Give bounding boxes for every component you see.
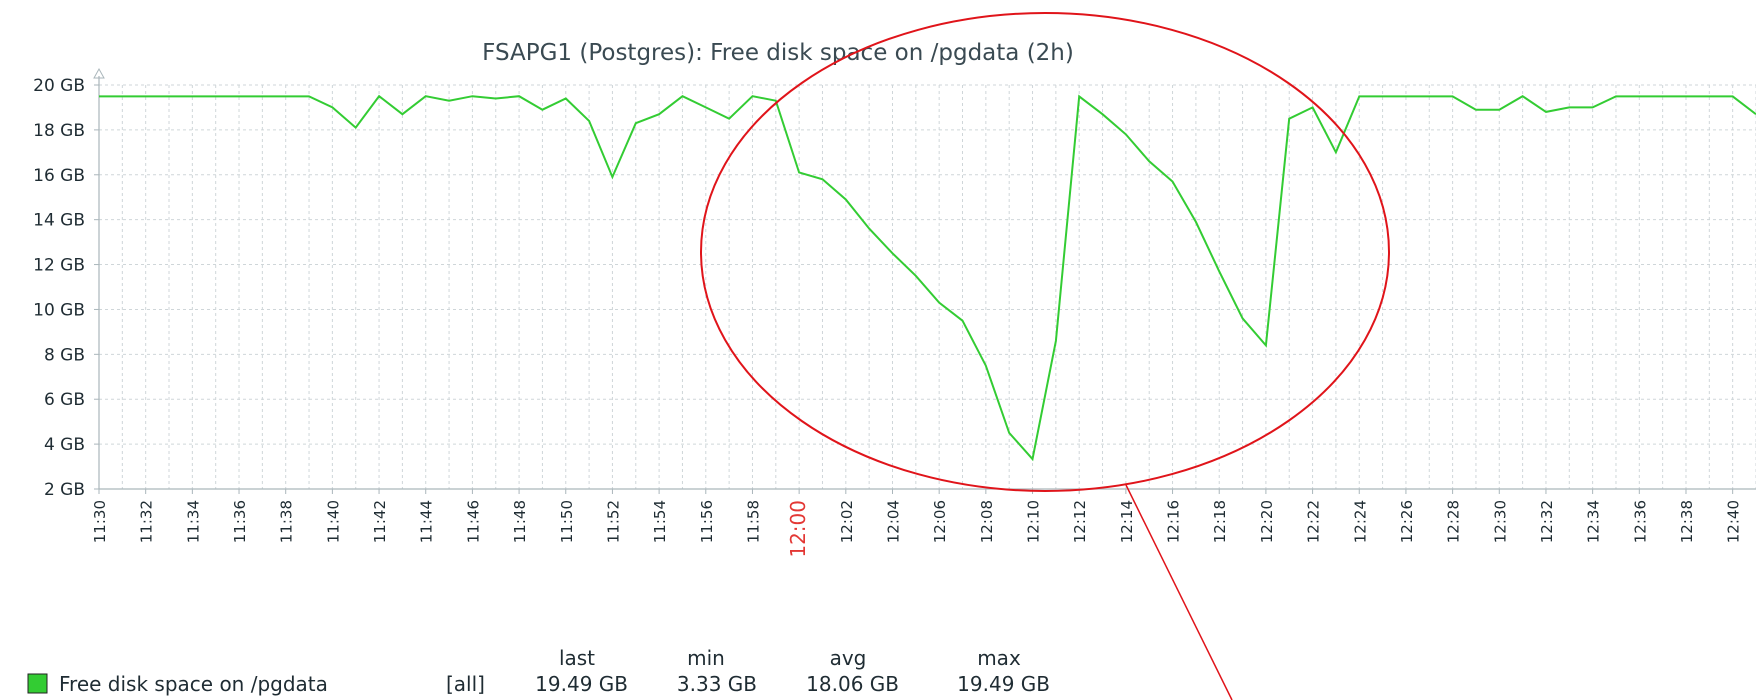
annotation-ellipse	[700, 12, 1390, 492]
x-tick-label: 12:14	[1118, 500, 1136, 543]
x-tick-label: 12:04	[884, 500, 902, 543]
legend-label: Free disk space on /pgdata	[59, 672, 328, 696]
x-tick-label: 12:32	[1538, 500, 1556, 543]
legend-stat: 19.49 GB	[535, 672, 628, 696]
x-tick-label: 11:48	[511, 500, 529, 543]
annotation-arrow	[1125, 484, 1233, 700]
x-tick-label: 11:56	[698, 500, 716, 543]
legend-stat: 3.33 GB	[677, 672, 757, 696]
y-tick-label: 2 GB	[44, 480, 85, 500]
x-tick-label: 12:40	[1725, 500, 1743, 543]
y-tick-label: 12 GB	[33, 256, 85, 276]
legend-header: last	[559, 646, 595, 670]
legend-stat: 18.06 GB	[806, 672, 899, 696]
x-tick-label: 11:52	[604, 500, 622, 543]
x-tick-label: 12:16	[1165, 500, 1183, 543]
x-tick-label: 11:46	[464, 500, 482, 543]
x-tick-label: 12:28	[1445, 500, 1463, 543]
x-tick-label: 11:54	[651, 500, 669, 543]
y-tick-label: 6 GB	[44, 390, 85, 410]
legend-swatch	[27, 673, 48, 694]
series-line	[99, 94, 1756, 462]
x-tick-label: 11:58	[744, 500, 762, 543]
x-tick-label: 11:36	[231, 500, 249, 543]
x-tick-label: 12:22	[1305, 500, 1323, 543]
y-tick-label: 10 GB	[33, 300, 85, 320]
x-tick-label: 12:00	[786, 500, 810, 558]
x-tick-label: 12:06	[931, 500, 949, 543]
x-tick-label: 11:38	[278, 500, 296, 543]
x-tick-label: 11:34	[184, 500, 202, 543]
legend-header: avg	[830, 646, 867, 670]
x-tick-label: 12:36	[1631, 500, 1649, 543]
x-tick-label: 12:10	[1025, 500, 1043, 543]
grid	[94, 84, 1756, 494]
x-tick-label: 12:30	[1491, 500, 1509, 543]
chart-title: FSAPG1 (Postgres): Free disk space on /p…	[482, 40, 1074, 66]
legend-stat: 19.49 GB	[957, 672, 1050, 696]
x-tick-label: 12:38	[1678, 500, 1696, 543]
y-tick-label: 4 GB	[44, 435, 85, 455]
x-tick-label: 11:42	[371, 500, 389, 543]
x-tick-label: 12:24	[1351, 500, 1369, 543]
legend-header: max	[977, 646, 1021, 670]
y-tick-label: 20 GB	[33, 76, 85, 96]
y-tick-label: 14 GB	[33, 211, 85, 231]
x-tick-label: 11:50	[558, 500, 576, 543]
x-tick-label: 12:02	[838, 500, 856, 543]
x-tick-label: 12:34	[1585, 500, 1603, 543]
x-tick-label: 11:44	[418, 500, 436, 543]
x-tick-label: 12:20	[1258, 500, 1276, 543]
plot	[99, 94, 1756, 462]
axis-arrow	[93, 67, 105, 79]
x-tick-label: 11:32	[138, 500, 156, 543]
legend: last min avg max Free disk space on /pgdata […	[27, 646, 1050, 696]
y-tick-label: 18 GB	[33, 121, 85, 141]
y-tick-label: 8 GB	[44, 345, 85, 365]
x-tick-label: 11:30	[91, 500, 109, 543]
x-tick-label: 12:12	[1071, 500, 1089, 543]
x-tick-label: 12:08	[978, 500, 996, 543]
y-tick-label: 16 GB	[33, 166, 85, 186]
x-tick-label: 12:26	[1398, 500, 1416, 543]
x-tick-label: 11:40	[324, 500, 342, 543]
legend-header: min	[687, 646, 725, 670]
x-tick-label: 12:18	[1211, 500, 1229, 543]
legend-function: [all]	[446, 672, 485, 696]
